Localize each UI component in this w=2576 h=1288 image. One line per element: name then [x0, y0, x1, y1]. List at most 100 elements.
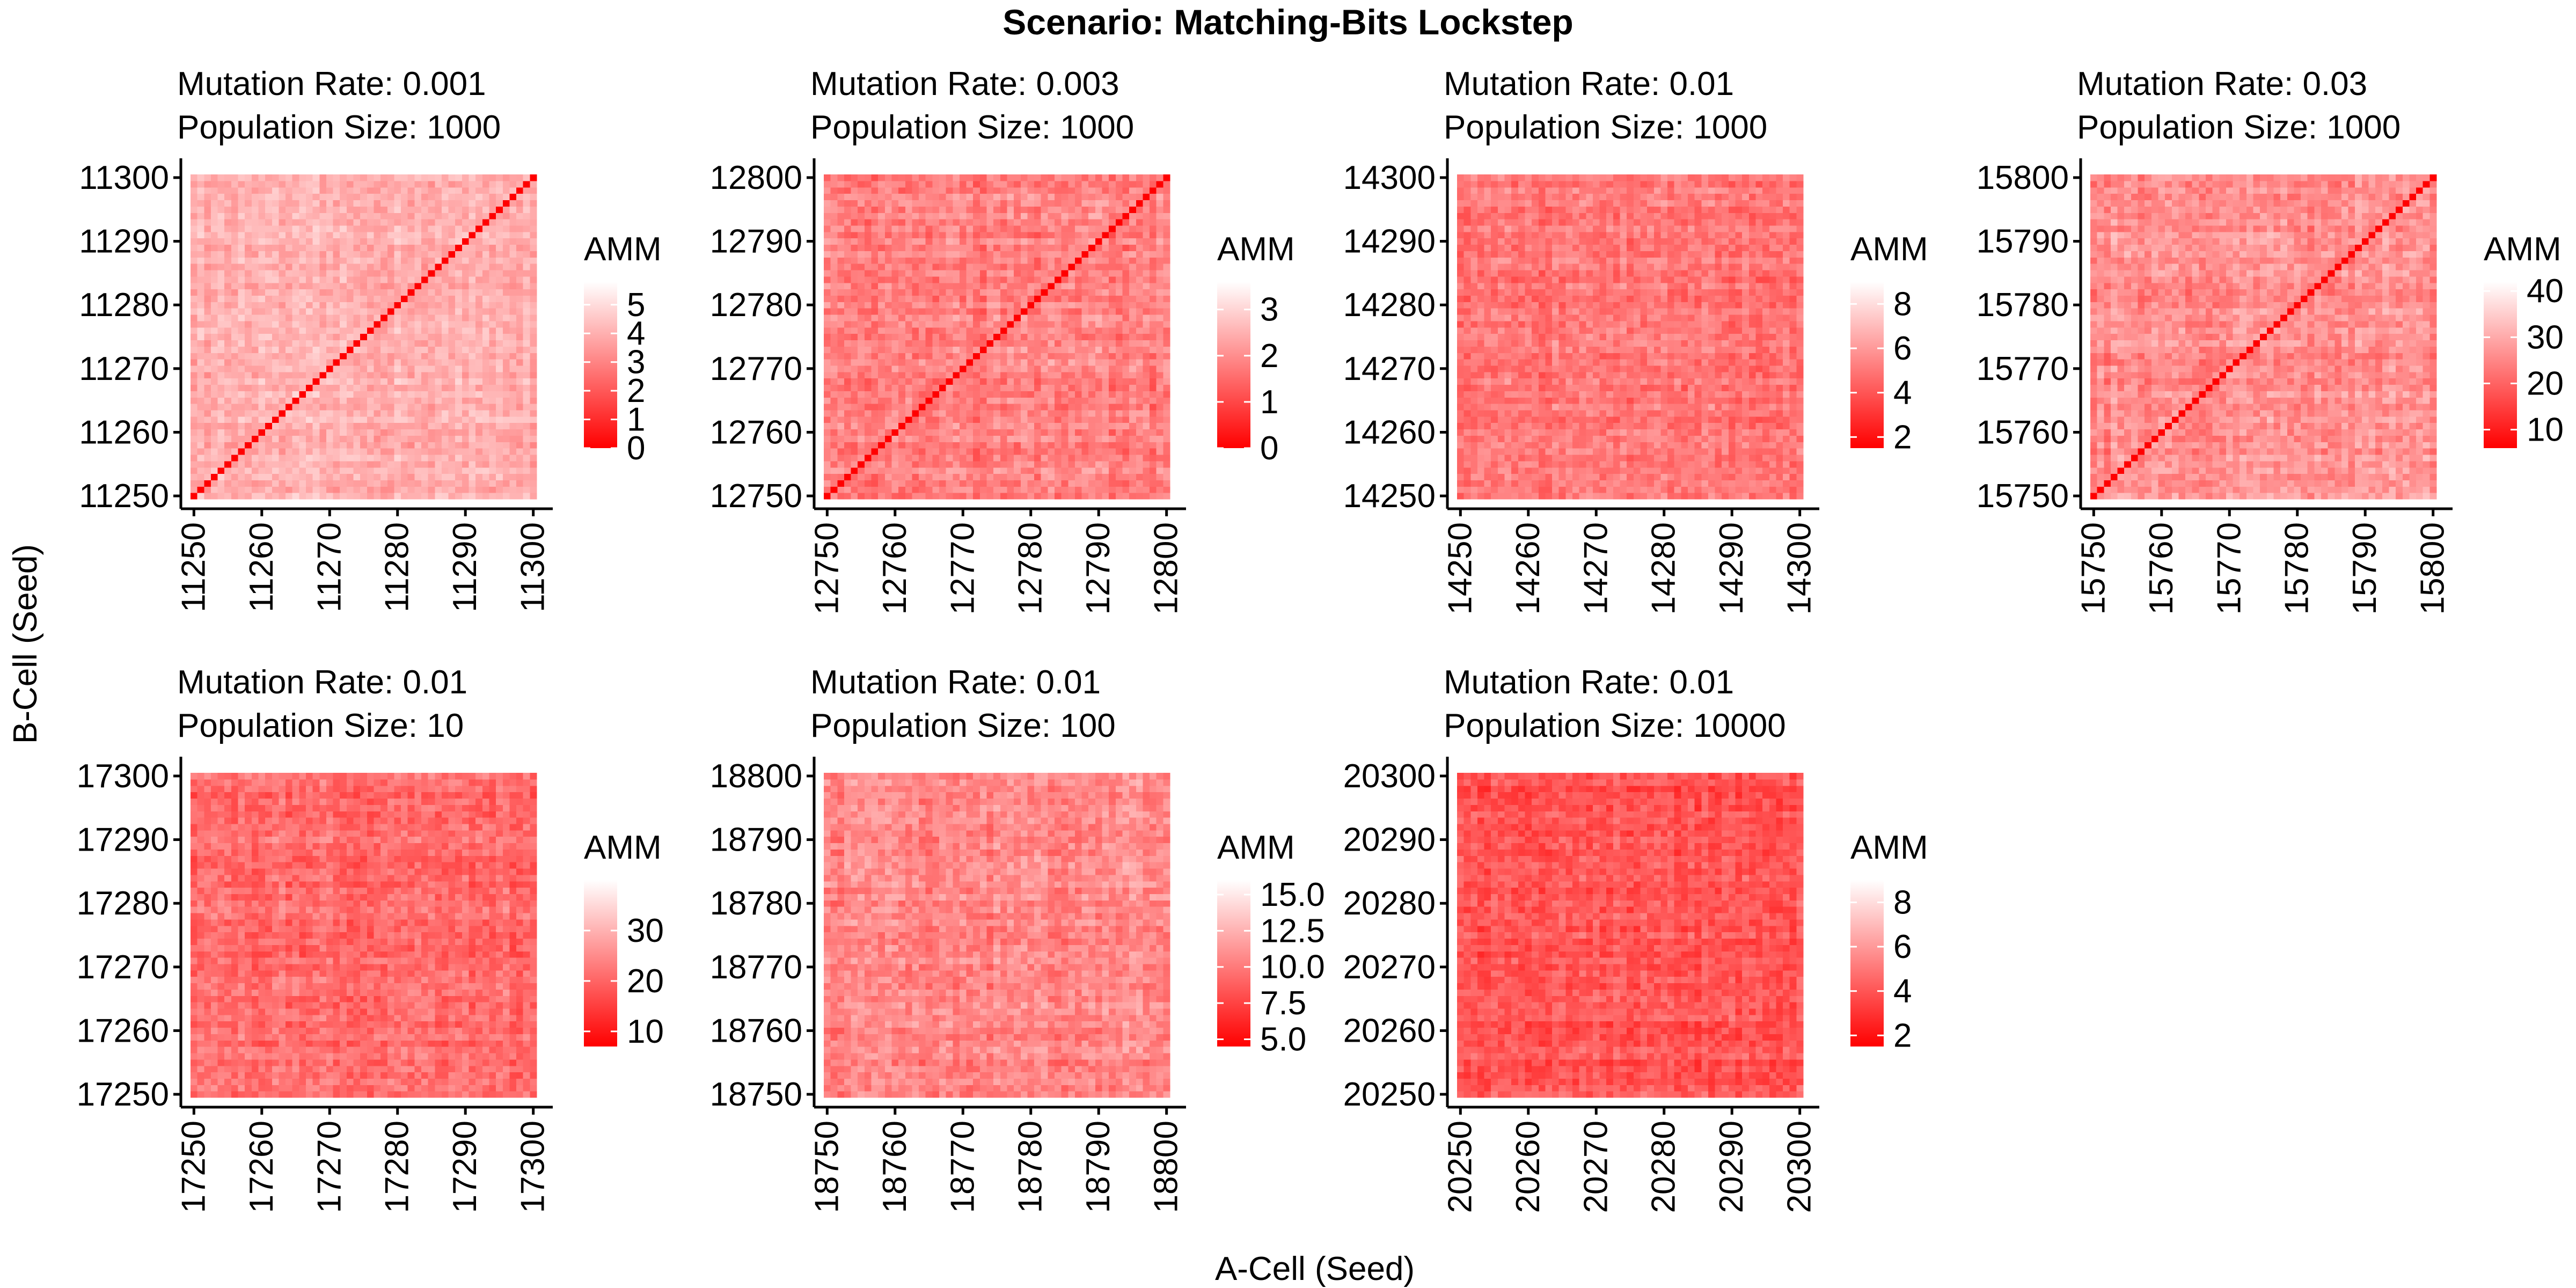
- heatmap-cell: [986, 409, 994, 417]
- heatmap-cell: [979, 269, 987, 277]
- heatmap-cell: [912, 269, 919, 277]
- heatmap-cell: [1041, 340, 1048, 347]
- heatmap-cell: [299, 174, 306, 181]
- heatmap-cell: [851, 493, 858, 500]
- heatmap-cell: [407, 320, 415, 328]
- heatmap-cell: [407, 409, 415, 417]
- heatmap-cell: [462, 422, 470, 430]
- heatmap-cell: [530, 340, 537, 347]
- heatmap-cell: [353, 353, 361, 360]
- heatmap-cell: [1007, 333, 1014, 341]
- heatmap-cell: [1095, 314, 1103, 321]
- heatmap-cell: [1095, 231, 1103, 239]
- heatmap-cell: [414, 244, 422, 251]
- heatmap-cell: [299, 251, 306, 258]
- heatmap-cell: [245, 391, 252, 398]
- heatmap-cell: [905, 416, 913, 423]
- heatmap-cell: [891, 460, 899, 468]
- heatmap-cell: [1041, 251, 1048, 258]
- heatmap-cell: [502, 200, 510, 207]
- heatmap-cell: [1109, 486, 1116, 493]
- heatmap-cell: [851, 460, 858, 468]
- heatmap-cell: [959, 225, 967, 232]
- heatmap-cell: [509, 314, 517, 321]
- heatmap-cell: [272, 454, 280, 462]
- heatmap-cell: [319, 473, 327, 481]
- heatmap-cell: [1061, 460, 1069, 468]
- heatmap-cell: [265, 409, 273, 417]
- heatmap-cell: [360, 238, 368, 245]
- heatmap-cell: [824, 359, 831, 366]
- heatmap-cell: [1115, 180, 1123, 188]
- heatmap-cell: [286, 264, 293, 270]
- heatmap-cell: [360, 244, 368, 251]
- heatmap-cell: [1007, 460, 1014, 468]
- heatmap-cell: [1041, 486, 1048, 493]
- heatmap-cell: [891, 295, 899, 302]
- heatmap-cell: [407, 340, 415, 347]
- heatmap-cell: [462, 257, 470, 264]
- heatmap-cell: [231, 213, 239, 219]
- heatmap-cell: [959, 238, 967, 245]
- heatmap-cell: [912, 404, 919, 411]
- heatmap-cell: [966, 359, 974, 366]
- heatmap-cell: [912, 371, 919, 379]
- heatmap-cell: [966, 378, 974, 385]
- heatmap-cell: [925, 422, 933, 430]
- heatmap-cell: [435, 486, 442, 493]
- heatmap-cell: [1007, 308, 1014, 315]
- heatmap-cell: [448, 187, 456, 194]
- heatmap-cell: [312, 276, 320, 283]
- heatmap-cell: [973, 467, 980, 474]
- heatmap-cell: [265, 314, 273, 321]
- heatmap-cell: [407, 480, 415, 487]
- heatmap-cell: [884, 213, 892, 219]
- heatmap-cell: [912, 219, 919, 226]
- heatmap-cell: [1095, 289, 1103, 296]
- heatmap-cell: [871, 340, 879, 347]
- heatmap-cell: [1109, 295, 1116, 302]
- heatmap-cell: [299, 353, 306, 360]
- heatmap-cell: [279, 308, 286, 315]
- heatmap-cell: [939, 397, 947, 404]
- heatmap-cell: [1000, 327, 1008, 334]
- heatmap-cell: [1007, 384, 1014, 391]
- heatmap-cell: [1074, 429, 1082, 436]
- heatmap-cell: [851, 302, 858, 309]
- heatmap-cell: [919, 225, 926, 232]
- heatmap-cell: [1102, 346, 1109, 353]
- heatmap-cell: [891, 225, 899, 232]
- heatmap-cell: [1027, 429, 1035, 436]
- heatmap-cell: [959, 359, 967, 366]
- heatmap-cell: [224, 327, 232, 334]
- heatmap-cell: [279, 174, 286, 181]
- heatmap-cell: [1061, 320, 1069, 328]
- heatmap-cell: [959, 333, 967, 341]
- heatmap-cell: [251, 346, 259, 353]
- heatmap-cell: [272, 435, 280, 442]
- heatmap-cell: [489, 320, 496, 328]
- heatmap-cell: [993, 397, 1001, 404]
- heatmap-cell: [905, 448, 913, 455]
- heatmap-cell: [1068, 480, 1075, 487]
- heatmap-cell: [197, 435, 204, 442]
- heatmap-cell: [306, 244, 313, 251]
- heatmap-cell: [1027, 409, 1035, 417]
- heatmap-cell: [1055, 429, 1062, 436]
- heatmap-cell: [530, 384, 537, 391]
- heatmap-cell: [1027, 493, 1035, 500]
- heatmap-cell: [292, 409, 299, 417]
- heatmap-cell: [905, 378, 913, 385]
- heatmap-cell: [1074, 251, 1082, 258]
- heatmap-cell: [844, 333, 852, 341]
- heatmap-cell: [204, 346, 211, 353]
- heatmap-cell: [509, 340, 517, 347]
- heatmap-cell: [394, 397, 401, 404]
- heatmap-cell: [319, 180, 327, 188]
- heatmap-cell: [1007, 320, 1014, 328]
- heatmap-cell: [919, 448, 926, 455]
- heatmap-cell: [394, 480, 401, 487]
- heatmap-cell: [509, 269, 517, 277]
- heatmap-cell: [333, 231, 340, 239]
- heatmap-cell: [1041, 409, 1048, 417]
